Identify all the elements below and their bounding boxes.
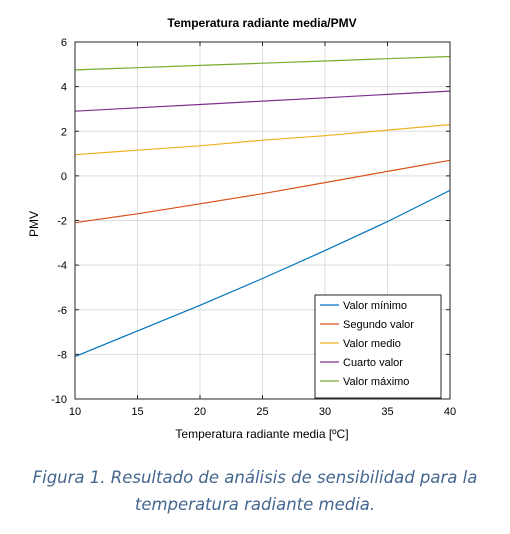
y-tick-label: -4 — [57, 260, 67, 272]
chart-title: Temperatura radiante media/PMV — [167, 16, 356, 30]
legend-label: Valor mínimo — [343, 300, 407, 312]
y-tick-label: 4 — [61, 82, 67, 94]
y-tick-label: 0 — [61, 171, 67, 183]
series-line — [74, 90, 451, 112]
legend-label: Valor máximo — [343, 376, 409, 388]
y-tick-label: -8 — [57, 349, 67, 361]
x-tick-label: 35 — [381, 406, 393, 418]
series-layer — [74, 55, 451, 358]
legend-label: Segundo valor — [343, 319, 414, 331]
y-tick-label: -10 — [51, 394, 67, 406]
x-tick-label: 25 — [256, 406, 268, 418]
series-line — [74, 159, 451, 224]
x-tick-label: 30 — [319, 406, 331, 418]
y-axis-label: PMV — [27, 211, 41, 237]
series-line — [74, 55, 451, 71]
x-tick-label: 10 — [69, 406, 81, 418]
caption-line-2: temperatura radiante media. — [134, 495, 376, 514]
y-tick-label: 6 — [61, 37, 67, 49]
tick-layer: 10 15 20 25 30 35 40 -10 -8 -6 -4 -2 0 2 4 6 — [51, 37, 456, 418]
pmv-line-chart: Temperatura radiante media/PMV 10 15 20 25 3… — [27, 16, 457, 441]
x-tick-label: 20 — [194, 406, 206, 418]
figure-caption: Figura 1. Resultado de análisis de sensi… — [0, 464, 510, 518]
series-line — [74, 189, 451, 358]
y-tick-label: 2 — [61, 126, 67, 138]
legend-label: Valor medio — [343, 338, 401, 350]
x-tick-label: 15 — [131, 406, 143, 418]
legend-label: Cuarto valor — [343, 357, 403, 369]
y-tick-label: -2 — [57, 216, 67, 228]
caption-line-1: Figura 1. Resultado de análisis de sensi… — [32, 468, 478, 487]
legend: Valor mínimo Segundo valor Valor medio Cuar… — [314, 294, 442, 399]
series-line — [74, 124, 451, 156]
x-axis-label: Temperatura radiante media [ºC] — [175, 427, 348, 441]
y-tick-label: -6 — [57, 305, 67, 317]
x-tick-label: 40 — [444, 406, 456, 418]
